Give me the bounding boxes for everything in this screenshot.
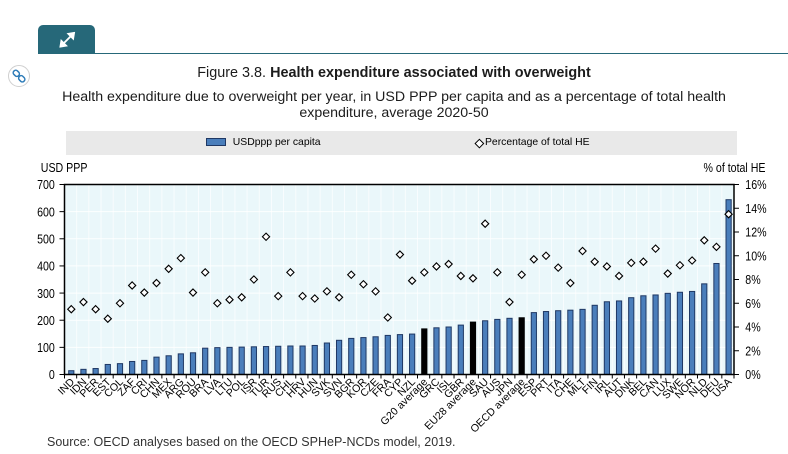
svg-text:400: 400 (37, 260, 55, 274)
svg-text:200: 200 (37, 314, 55, 328)
svg-text:10%: 10% (745, 250, 766, 264)
svg-text:12%: 12% (745, 226, 766, 240)
svg-text:USD PPP: USD PPP (41, 161, 88, 175)
svg-text:% of total HE: % of total HE (704, 161, 766, 175)
svg-text:16%: 16% (745, 178, 766, 192)
svg-text:500: 500 (37, 233, 55, 247)
svg-text:600: 600 (37, 206, 55, 220)
svg-text:2%: 2% (745, 345, 760, 359)
svg-text:0: 0 (49, 368, 55, 382)
svg-text:300: 300 (37, 287, 55, 301)
svg-text:8%: 8% (745, 273, 760, 287)
svg-text:4%: 4% (745, 321, 760, 335)
svg-text:0%: 0% (745, 368, 760, 382)
svg-text:100: 100 (37, 341, 55, 355)
svg-text:6%: 6% (745, 297, 760, 311)
svg-text:14%: 14% (745, 202, 766, 216)
svg-text:700: 700 (37, 178, 55, 192)
